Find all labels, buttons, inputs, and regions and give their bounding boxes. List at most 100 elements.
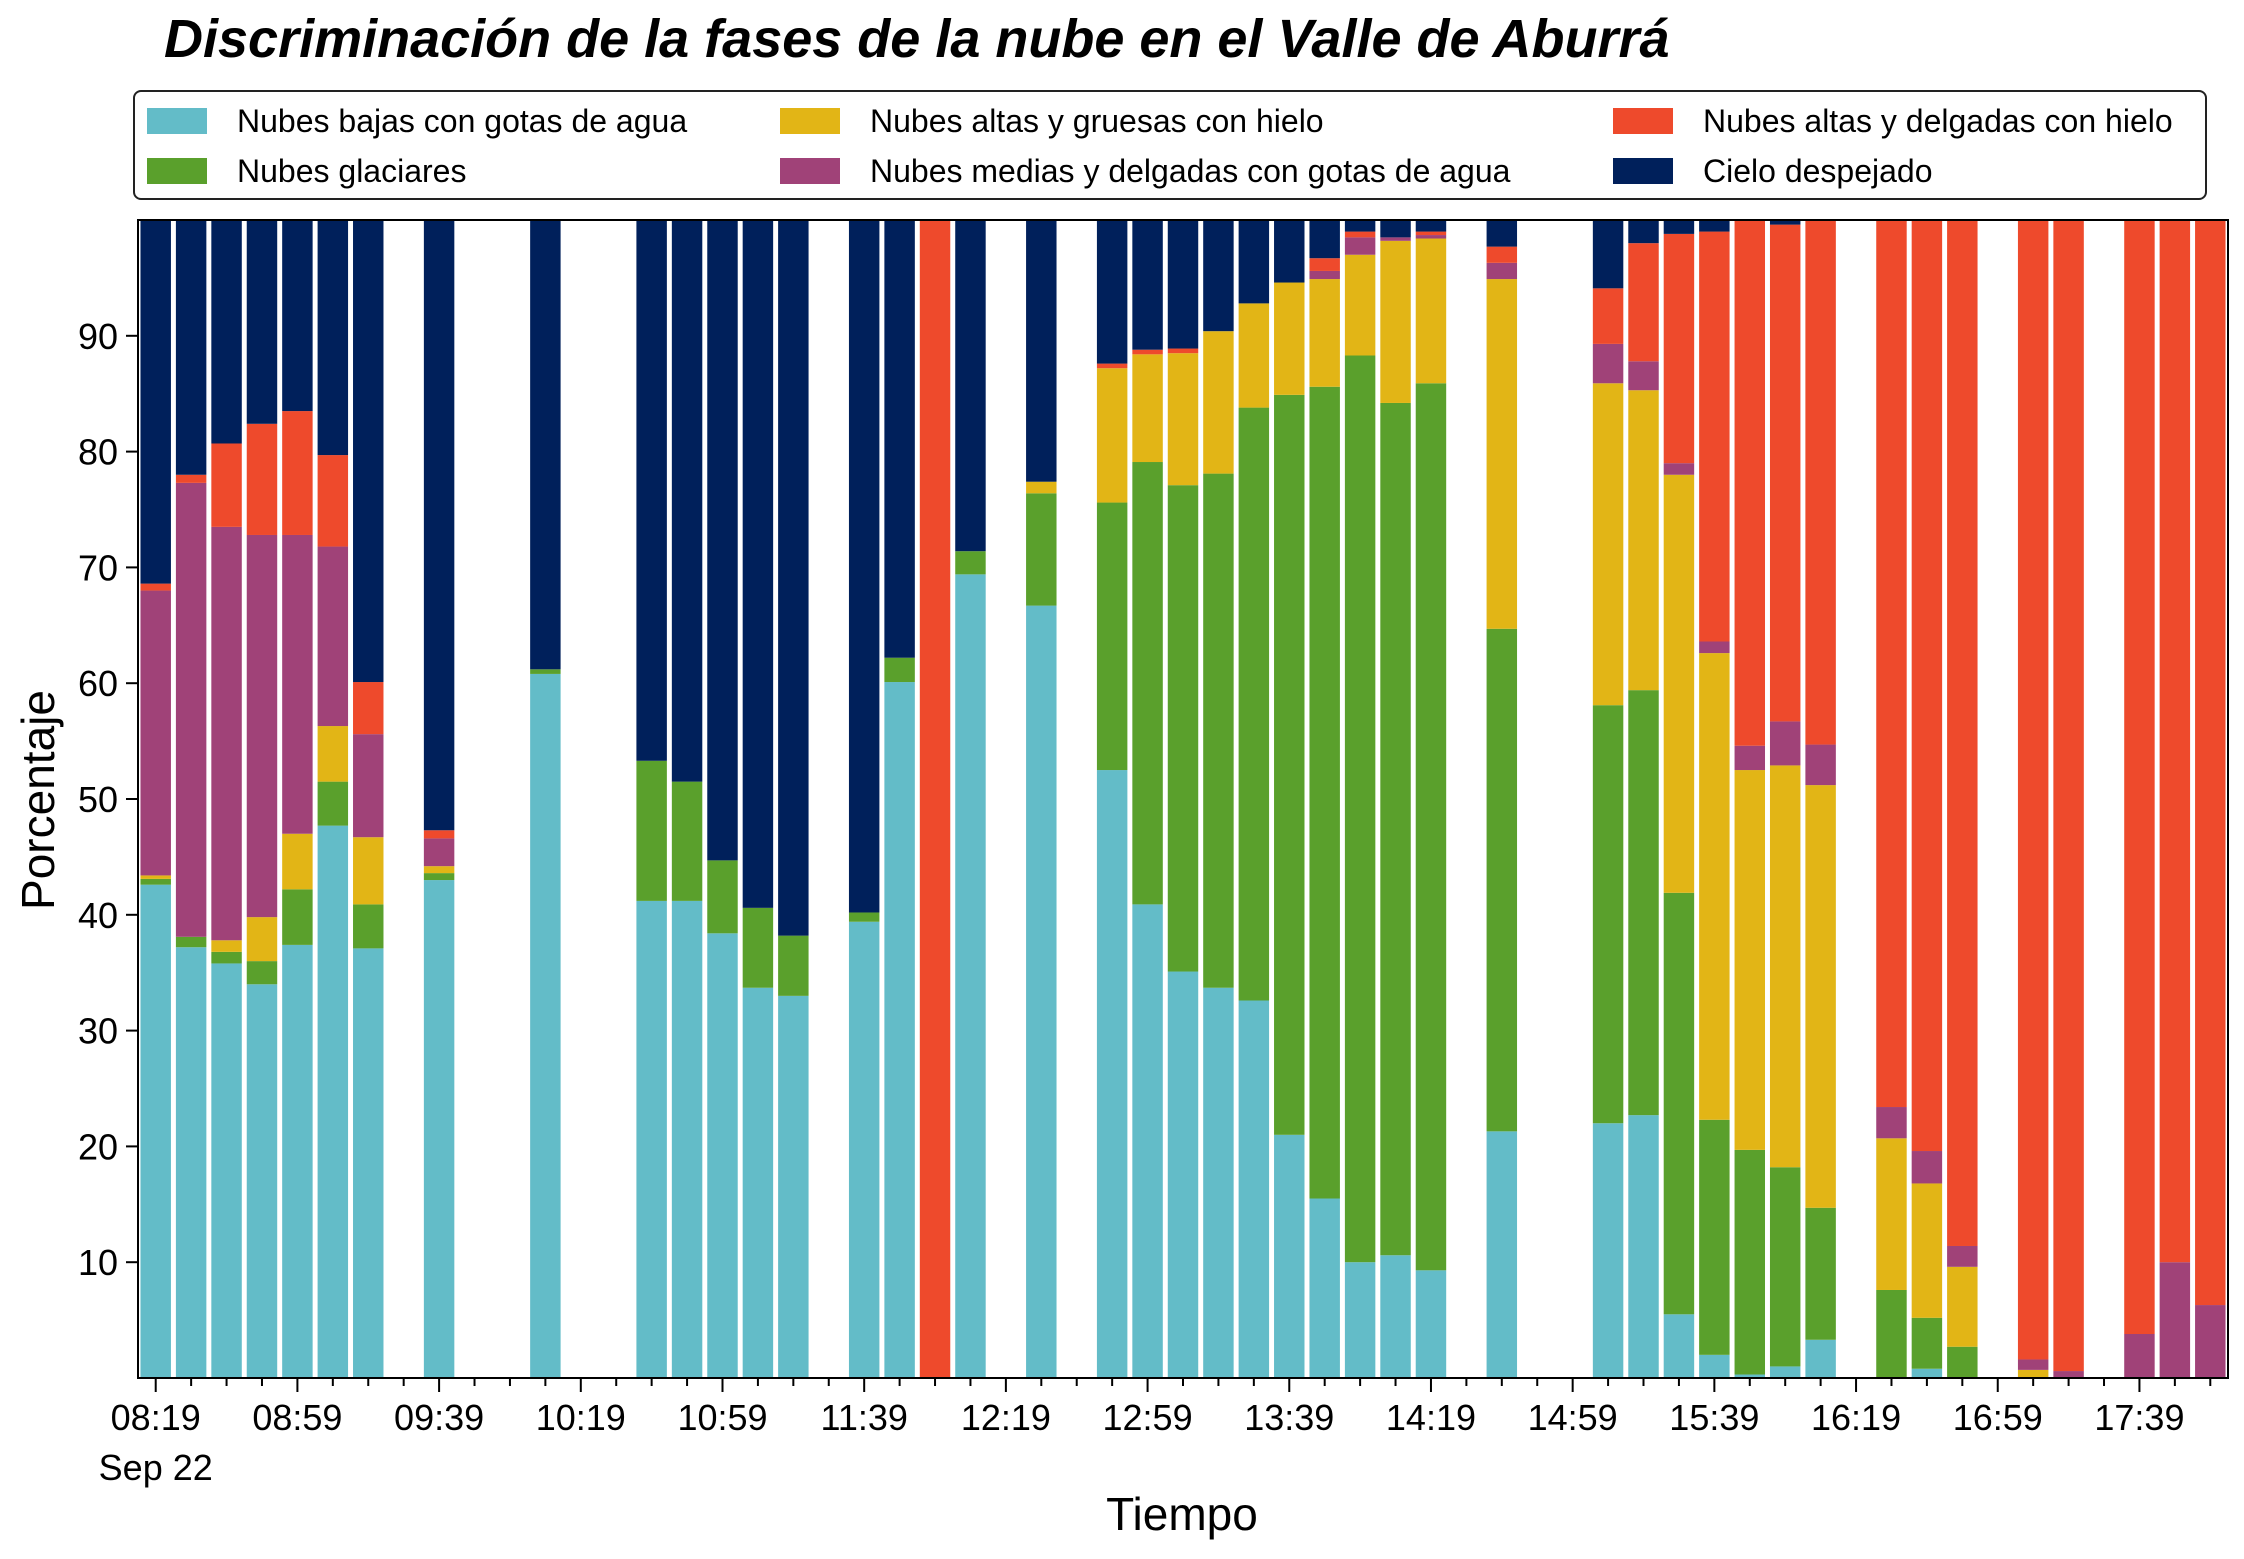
bar-segment	[1344, 254, 1376, 356]
bar-segment	[246, 961, 278, 985]
bar-segment	[2053, 1371, 2084, 1378]
bar-segment	[1167, 485, 1199, 972]
bar-segment	[1699, 1354, 1730, 1378]
legend-swatch-nubes-altas-gruesas	[780, 108, 840, 134]
bar-segment	[1769, 220, 1801, 225]
bar-segment	[353, 837, 384, 905]
bar-segment	[1699, 231, 1730, 642]
x-tick-label: 12:19	[961, 1397, 1051, 1438]
bar-segment	[848, 220, 880, 913]
bar-segment	[778, 935, 809, 996]
bar-segment	[884, 682, 915, 1378]
axes-layer: 10 20 30 40 50 60 70 80 90 08:19 08:59 09:39 10:19 10…	[78, 219, 2229, 1488]
bar-segment	[2124, 220, 2155, 1334]
bar-segment	[1309, 386, 1340, 1199]
bar-segment	[1947, 1346, 1978, 1378]
bar-segment	[1415, 220, 1447, 232]
bar-segment	[1203, 331, 1234, 474]
bar-segment	[1486, 220, 1518, 247]
bar-segment	[1380, 240, 1411, 403]
bar-segment	[1096, 368, 1128, 503]
bar-segment	[671, 900, 703, 1378]
bar-segment	[1734, 770, 1766, 1150]
bar-segment	[1486, 1131, 1518, 1378]
legend-item-cielo-despejado: Cielo despejado	[1613, 146, 1933, 196]
bar-segment	[1203, 473, 1234, 988]
bars-layer	[140, 220, 2226, 1378]
bar-segment	[246, 220, 278, 424]
bar-segment	[1769, 721, 1801, 766]
bar-segment	[1415, 235, 1447, 239]
bar-segment	[1486, 262, 1518, 280]
bar-segment	[1769, 224, 1801, 722]
x-tick-label: 08:19	[111, 1397, 201, 1438]
bar-segment	[140, 884, 171, 1378]
bar-segment	[1096, 220, 1128, 364]
bar-segment	[175, 947, 207, 1378]
bar-segment	[353, 220, 384, 683]
bar-segment	[1876, 220, 1907, 1108]
bar-segment	[2159, 1262, 2191, 1378]
bar-segment	[1663, 892, 1695, 1315]
bar-segment	[1274, 220, 1305, 283]
bar-segment	[1769, 1366, 1801, 1378]
bar-segment	[423, 873, 455, 881]
bar-segment	[1876, 1289, 1907, 1378]
x-tick-label: 08:59	[252, 1397, 342, 1438]
bar-segment	[1592, 383, 1624, 706]
bar-segment	[1947, 1245, 1978, 1267]
x-tick-label: 13:39	[1244, 1397, 1334, 1438]
legend-swatch-cielo-despejado	[1613, 158, 1673, 184]
bar-segment	[353, 682, 384, 735]
bar-segment	[1096, 363, 1128, 369]
bar-segment	[1203, 987, 1234, 1378]
bar-segment	[423, 880, 455, 1378]
bar-segment	[1911, 220, 1943, 1152]
legend-swatch-nubes-bajas	[147, 108, 207, 134]
bar-segment	[353, 734, 384, 838]
bar-segment	[1592, 288, 1624, 344]
legend-label-nubes-altas-delgadas: Nubes altas y delgadas con hielo	[1703, 102, 2173, 139]
bar-segment	[1628, 690, 1659, 1116]
bar-segment	[317, 781, 349, 826]
legend-item-nubes-altas-delgadas: Nubes altas y delgadas con hielo	[1613, 96, 2173, 146]
bar-segment	[175, 474, 207, 483]
bar-segment	[1911, 1368, 1943, 1378]
bar-segment	[1167, 971, 1199, 1378]
bar-segment	[530, 220, 561, 670]
bar-segment	[1734, 220, 1766, 746]
bar-segment	[1344, 220, 1376, 232]
bar-segment	[1309, 220, 1340, 259]
bar-segment	[1380, 402, 1411, 1256]
bar-segment	[1628, 390, 1659, 691]
bar-segment	[1344, 237, 1376, 255]
bar-segment	[1699, 1119, 1730, 1355]
bar-segment	[211, 951, 242, 964]
bar-segment	[1947, 1266, 1978, 1347]
bar-segment	[1486, 628, 1518, 1132]
bar-segment	[1132, 462, 1163, 905]
x-tick-label: 10:59	[677, 1397, 767, 1438]
bar-segment	[707, 933, 738, 1378]
bar-segment	[1167, 348, 1199, 354]
bar-segment	[1628, 1115, 1659, 1378]
bar-segment	[317, 546, 349, 727]
bar-segment	[2195, 1305, 2226, 1378]
y-tick-label: 50	[78, 779, 118, 820]
bar-segment	[1274, 282, 1305, 395]
legend-label-nubes-altas-gruesas: Nubes altas y gruesas con hielo	[870, 102, 1324, 139]
bar-segment	[707, 860, 738, 934]
bar-segment	[1132, 220, 1163, 350]
x-tick-label: 16:59	[1953, 1397, 2043, 1438]
y-tick-label: 10	[78, 1242, 118, 1283]
bar-segment	[1167, 353, 1199, 486]
bar-segment	[1309, 258, 1340, 271]
bar-segment	[1805, 1339, 1836, 1378]
bar-segment	[317, 220, 349, 456]
bar-segment	[1628, 361, 1659, 391]
bar-segment	[1769, 1167, 1801, 1367]
bar-segment	[1415, 231, 1447, 236]
bar-segment	[671, 781, 703, 901]
bar-segment	[1734, 1149, 1766, 1375]
bar-segment	[1132, 349, 1163, 355]
